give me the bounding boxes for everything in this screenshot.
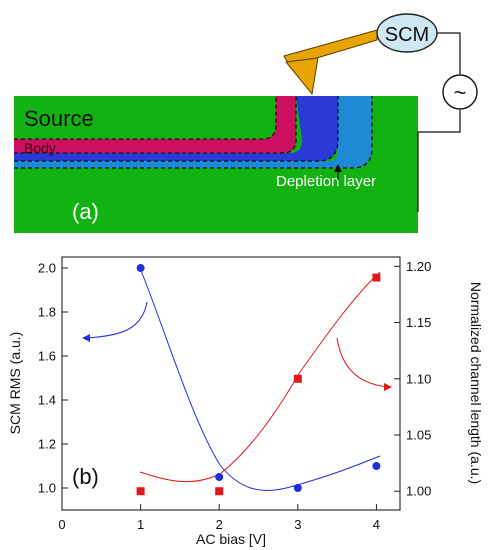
probe-tip — [285, 57, 319, 96]
chart-b: 0 1 2 3 4 1.0 1.2 1.4 1.6 1.8 2.0 1.00 1.05 1.10 1.1… — [7, 256, 484, 547]
series-markers — [136, 264, 381, 496]
red-series-curve — [139, 271, 381, 483]
blue-series-point — [136, 264, 145, 272]
right-axis-arrow — [336, 337, 389, 388]
diagram-a: Source Body Depletion layer (a) SCM ~ — [14, 13, 478, 233]
y-left-tick-label: 1.4 — [38, 393, 56, 408]
panel-b-label: (b) — [72, 464, 99, 489]
circuit-wire — [417, 32, 461, 212]
x-axis-label: AC bias [V] — [196, 531, 266, 547]
blue-series-point — [215, 473, 224, 481]
y-left-tick-label: 1.2 — [38, 437, 56, 452]
y-left-axis-ticks: 1.0 1.2 1.4 1.6 1.8 2.0 — [38, 261, 68, 496]
y-right-tick-label: 1.05 — [406, 427, 431, 442]
depletion-label: Depletion layer — [276, 173, 376, 190]
x-tick-label: 4 — [373, 517, 380, 532]
junction-outlines — [14, 96, 373, 169]
y-right-tick-label: 1.15 — [406, 315, 431, 330]
right-axis-arrowhead — [384, 383, 392, 391]
body-label: Body — [24, 140, 56, 156]
y-right-tick-label: 1.20 — [406, 259, 431, 274]
red-series-point — [293, 374, 302, 383]
red-series-point — [136, 487, 145, 496]
left-axis-arrowhead — [82, 334, 90, 342]
ac-source-circle — [442, 74, 478, 110]
y-left-tick-label: 1.0 — [38, 481, 56, 496]
y-right-axis-ticks: 1.00 1.05 1.10 1.15 1.20 — [394, 259, 431, 499]
x-axis-ticks: 0 1 2 3 4 — [58, 504, 380, 532]
depletion-light-region — [14, 96, 372, 168]
scm-label: SCM — [385, 24, 429, 46]
red-series-point — [215, 487, 224, 496]
blue-series-curve — [139, 267, 381, 492]
y-left-tick-label: 2.0 — [38, 261, 56, 276]
y-right-tick-label: 1.10 — [406, 371, 431, 386]
source-label: Source — [24, 106, 94, 131]
x-tick-label: 3 — [294, 517, 301, 532]
depletion-dark-region — [14, 96, 338, 161]
panel-a-label: (a) — [72, 199, 99, 224]
ac-source-icon: ~ — [454, 80, 467, 105]
y-right-axis-label: Normalized channel length (a.u.) — [468, 282, 484, 484]
y-left-axis-label: SCM RMS (a.u.) — [7, 332, 23, 435]
depletion-mid-line — [14, 96, 339, 162]
y-right-tick-label: 1.00 — [406, 484, 431, 499]
red-series-point — [372, 273, 381, 282]
blue-series-point — [372, 462, 381, 470]
depletion-edge-line — [14, 96, 373, 169]
plot-frame — [61, 256, 401, 511]
body-junction-line — [14, 96, 297, 154]
y-left-tick-label: 1.8 — [38, 305, 56, 320]
x-tick-label: 2 — [216, 517, 223, 532]
left-axis-arrow — [85, 301, 148, 339]
body-region — [14, 96, 296, 153]
y-left-tick-label: 1.6 — [38, 349, 56, 364]
x-tick-label: 1 — [137, 517, 144, 532]
x-tick-label: 0 — [58, 517, 65, 532]
depletion-arrowhead — [334, 164, 342, 172]
blue-series-point — [293, 484, 302, 492]
source-junction-line — [14, 96, 277, 140]
